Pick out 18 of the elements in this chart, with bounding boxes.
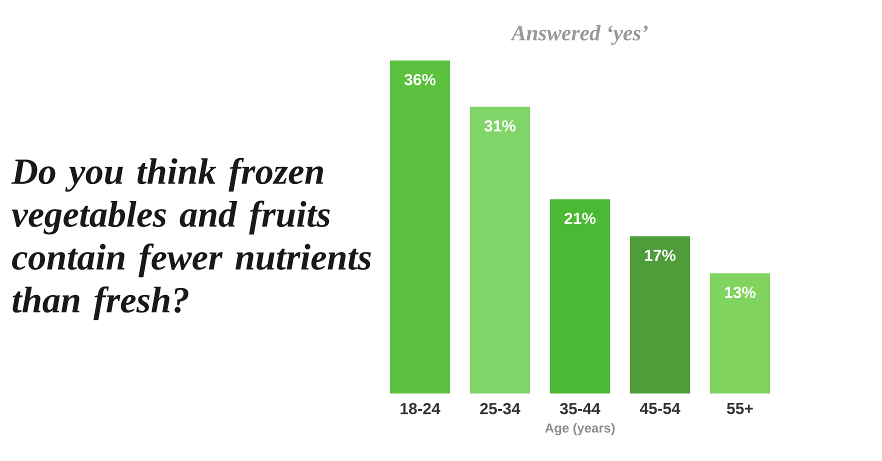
data-label: 13% [725, 286, 756, 298]
x-tick-label: 55+ [726, 402, 753, 414]
data-label: 36% [404, 74, 436, 86]
data-label: 21% [564, 212, 596, 224]
x-tick-label: 18-24 [400, 402, 440, 414]
bar [710, 273, 770, 394]
text: Do you think frozen vegetables and fruits contain fewer nutrients than fresh? [11, 158, 371, 320]
bar [630, 236, 690, 394]
data-label: 17% [645, 250, 676, 261]
chart-subtitle: Answered ‘yes’ [510, 25, 648, 45]
data-label: 31% [484, 120, 516, 132]
x-axis-title: Age (years) [545, 423, 615, 436]
bar [390, 60, 450, 394]
x-tick-label: 25-34 [480, 402, 520, 414]
x-tick-label: 45-54 [640, 402, 680, 414]
bar [550, 199, 610, 394]
x-tick-label: 35-44 [560, 402, 600, 414]
bar [470, 106, 530, 394]
